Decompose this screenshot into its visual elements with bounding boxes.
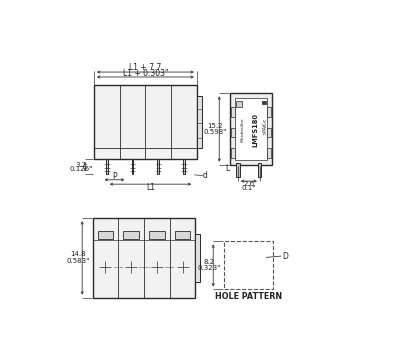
Text: 0.1": 0.1" (242, 185, 256, 191)
Bar (231, 128, 235, 137)
Text: 2.6: 2.6 (243, 182, 254, 188)
Circle shape (252, 273, 254, 274)
Bar (93, 218, 196, 298)
Bar (236, 100, 242, 106)
Circle shape (233, 273, 234, 274)
Bar (230, 93, 272, 165)
Text: >PAK<: >PAK< (262, 117, 267, 135)
Bar (224, 241, 273, 289)
Text: 8.2: 8.2 (203, 259, 214, 265)
Bar (267, 107, 271, 117)
Text: L1: L1 (146, 183, 155, 192)
Circle shape (268, 161, 270, 162)
Circle shape (262, 273, 264, 274)
Text: D: D (282, 252, 288, 261)
Bar (267, 148, 271, 158)
Text: L1 + 0.303": L1 + 0.303" (123, 69, 168, 78)
Text: 0.583": 0.583" (66, 258, 90, 264)
Bar (231, 107, 235, 117)
Bar (196, 234, 200, 282)
Bar (106, 159, 108, 174)
Circle shape (268, 96, 270, 98)
Text: 14.8: 14.8 (70, 251, 86, 257)
Circle shape (262, 257, 264, 258)
Bar (231, 148, 235, 158)
Bar (267, 128, 271, 137)
Text: 3.2: 3.2 (76, 162, 87, 168)
Text: 0.126": 0.126" (70, 166, 93, 172)
Bar (124, 231, 139, 239)
Bar (262, 101, 266, 104)
Circle shape (232, 161, 234, 162)
Text: 15.2: 15.2 (207, 123, 223, 129)
Circle shape (233, 257, 234, 258)
Text: P: P (112, 172, 117, 181)
Bar (94, 85, 197, 159)
Bar (98, 231, 113, 239)
Text: d: d (202, 171, 208, 180)
Text: L: L (225, 164, 229, 173)
Circle shape (242, 257, 244, 258)
Bar (235, 98, 267, 160)
Text: 0.323": 0.323" (197, 265, 220, 271)
Text: 0.598": 0.598" (204, 129, 227, 135)
Text: LMFS180: LMFS180 (252, 114, 258, 147)
Text: L1 + 7.7: L1 + 7.7 (129, 63, 162, 72)
Bar (258, 163, 262, 177)
Bar (183, 159, 185, 174)
Circle shape (242, 273, 244, 274)
Circle shape (232, 96, 234, 98)
Bar (157, 159, 159, 174)
Bar (197, 96, 202, 148)
Circle shape (252, 257, 254, 258)
Text: Weidmüller: Weidmüller (241, 117, 245, 141)
Bar (236, 163, 240, 177)
Bar (132, 159, 134, 174)
Bar (175, 231, 190, 239)
Text: HOLE PATTERN: HOLE PATTERN (215, 292, 282, 301)
Bar (149, 231, 164, 239)
